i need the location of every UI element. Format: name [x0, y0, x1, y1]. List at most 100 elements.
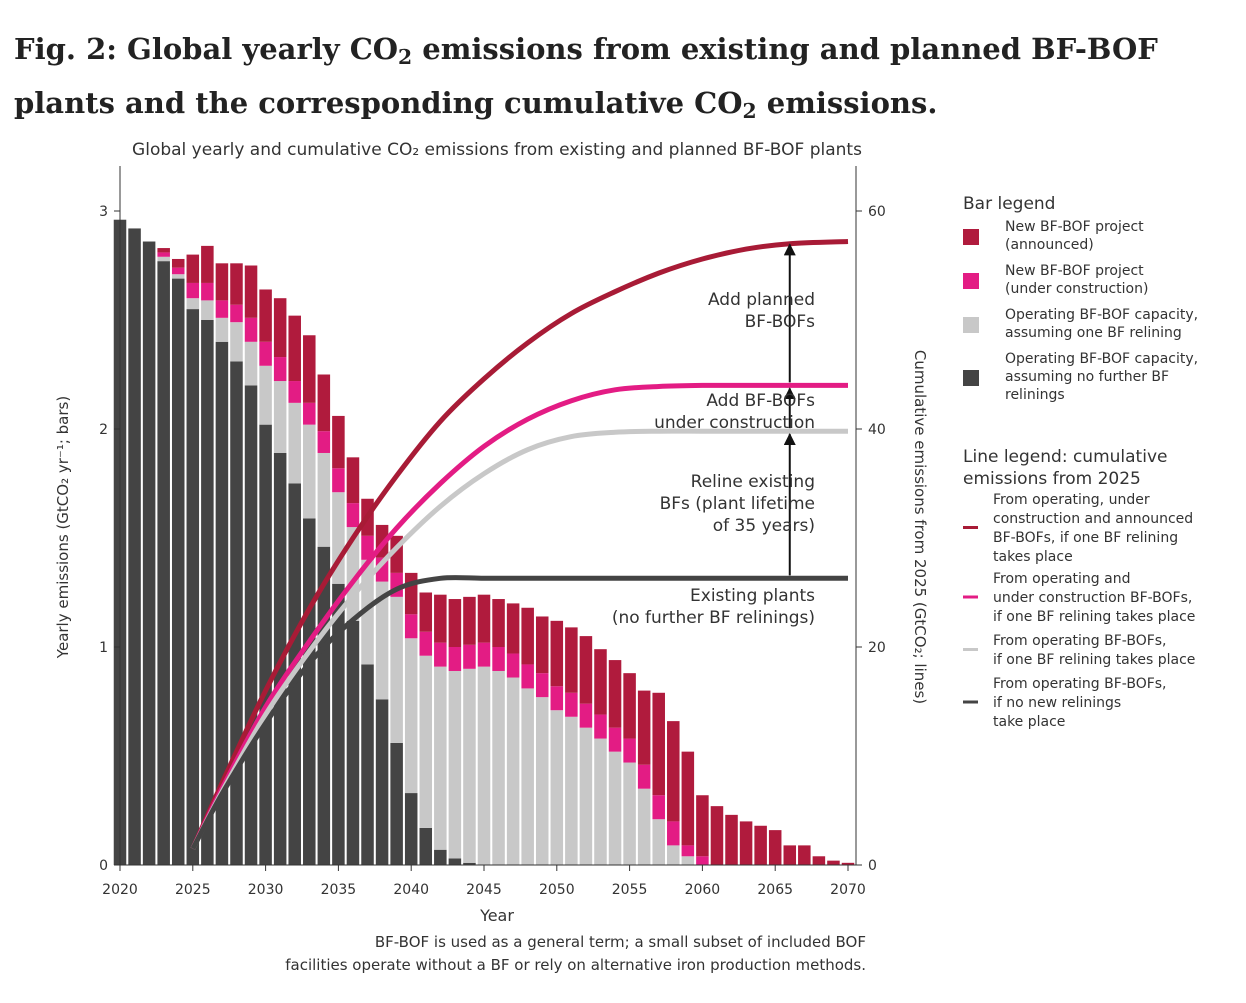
- bar-segment: [259, 424, 272, 865]
- bar-segment: [477, 642, 491, 667]
- lines-layer: [190, 239, 849, 850]
- bar-segment: [579, 636, 593, 704]
- bar-segment: [259, 365, 272, 425]
- bar-segment: [404, 614, 418, 639]
- bar-segment: [434, 666, 447, 850]
- bar-segment: [244, 265, 258, 318]
- bar-segment: [346, 503, 360, 528]
- bar-segment: [157, 252, 170, 257]
- annotation-text: under construction: [654, 413, 815, 433]
- bar-segment: [375, 581, 389, 700]
- bar-segment: [171, 274, 185, 279]
- title-subscript-2: 2: [742, 99, 757, 124]
- bar-legend-label: Operating BF-BOF capacity,: [1005, 351, 1198, 367]
- bar-segment: [404, 638, 418, 794]
- x-tick-label: 2070: [830, 882, 866, 898]
- bar-segment: [492, 647, 505, 671]
- bar-segment: [594, 714, 607, 739]
- bar-segment: [754, 825, 767, 865]
- annotation-text: Add planned: [708, 290, 815, 310]
- bar-segment: [579, 727, 593, 865]
- y-tick-label: 1: [99, 640, 108, 656]
- bar-segment: [303, 335, 316, 403]
- bar-segment: [434, 849, 447, 865]
- cumulative-line: [190, 382, 848, 850]
- bar-segment: [492, 599, 505, 647]
- bar-legend-label: assuming no further BF: [1005, 369, 1169, 385]
- bar-segment: [463, 668, 476, 863]
- line-legend-label: take place: [993, 714, 1065, 730]
- bar-segment: [535, 697, 549, 865]
- bar-segment: [463, 862, 476, 865]
- bar-segment: [652, 795, 665, 820]
- bar-segment: [812, 856, 826, 865]
- y-tick-label: 2: [99, 422, 108, 438]
- y2-tick-label: 20: [868, 640, 886, 656]
- line-legend-label: From operating, under: [993, 492, 1150, 508]
- bar-segment: [667, 821, 680, 846]
- line-legend-label: if one BF relining takes place: [993, 652, 1195, 668]
- line-legend-label: From operating BF-BOFs,: [993, 633, 1167, 649]
- bar-segment: [768, 830, 782, 865]
- footnote-line-1: BF-BOF is used as a general term; a smal…: [375, 933, 866, 951]
- axes-layer: 2020 2025 2030 2035 2040 2045 2050 2055 2060 2065…: [99, 166, 886, 898]
- line-legend-label: From operating BF-BOFs,: [993, 676, 1167, 692]
- legend-layer: Bar legend New BF-BOF project (announced) N…: [963, 194, 1198, 730]
- bar-segment: [215, 341, 229, 865]
- bar-legend-title: Bar legend: [963, 194, 1055, 214]
- chart-title: Global yearly and cumulative CO₂ emissio…: [132, 140, 862, 160]
- bar-segment: [346, 457, 360, 504]
- title-part-3: emissions.: [756, 86, 938, 120]
- bar-legend-swatch: [963, 273, 979, 289]
- bar-segment: [244, 317, 258, 342]
- y-tick-label: 3: [99, 204, 108, 220]
- bar-segment: [434, 642, 447, 667]
- bar-legend-label: Operating BF-BOF capacity,: [1005, 307, 1198, 323]
- bar-legend-label: New BF-BOF project: [1005, 219, 1144, 235]
- bars-layer: [113, 219, 855, 866]
- bar-legend-label: (under construction): [1005, 281, 1148, 297]
- cumulative-line: [190, 428, 848, 850]
- bar-segment: [550, 686, 564, 711]
- x-tick-label: 2055: [612, 882, 648, 898]
- annotation-text: Existing plants: [690, 586, 815, 606]
- bar-segment: [201, 320, 214, 865]
- bar-segment: [681, 845, 695, 857]
- bar-segment: [550, 620, 564, 687]
- bar-segment: [652, 692, 665, 796]
- bar-segment: [171, 258, 185, 268]
- bar-segment: [259, 341, 272, 366]
- bar-segment: [696, 856, 709, 865]
- bar-segment: [186, 298, 200, 310]
- x-tick-label: 2045: [466, 882, 502, 898]
- bar-segment: [594, 649, 607, 715]
- bar-segment: [463, 596, 476, 645]
- bar-segment: [623, 762, 636, 865]
- bar-segment: [492, 670, 505, 865]
- bar-segment: [244, 341, 258, 386]
- bar-segment: [171, 267, 185, 275]
- y2-tick-label: 0: [868, 858, 877, 874]
- bar-segment: [623, 738, 636, 763]
- y2-tick-label: 40: [868, 422, 886, 438]
- cumulative-line: [190, 575, 848, 850]
- title-subscript-1: 2: [398, 45, 413, 70]
- bar-segment: [637, 764, 651, 789]
- bar-segment: [273, 298, 287, 358]
- bar-segment: [623, 673, 636, 739]
- bar-segment: [332, 468, 345, 493]
- bar-segment: [725, 814, 738, 865]
- bar-segment: [667, 721, 680, 822]
- bar-segment: [739, 821, 753, 865]
- line-legend-label: if no new relinings: [993, 695, 1121, 711]
- bar-legend-label: relinings: [1005, 387, 1065, 403]
- bar-segment: [477, 594, 491, 643]
- bar-segment: [142, 241, 156, 865]
- bar-segment: [317, 452, 331, 547]
- bar-segment: [171, 278, 185, 866]
- bar-segment: [273, 357, 287, 382]
- bar-segment: [448, 647, 462, 671]
- bar-legend-swatch: [963, 370, 979, 386]
- bar-segment: [186, 254, 200, 283]
- bar-segment: [346, 620, 360, 865]
